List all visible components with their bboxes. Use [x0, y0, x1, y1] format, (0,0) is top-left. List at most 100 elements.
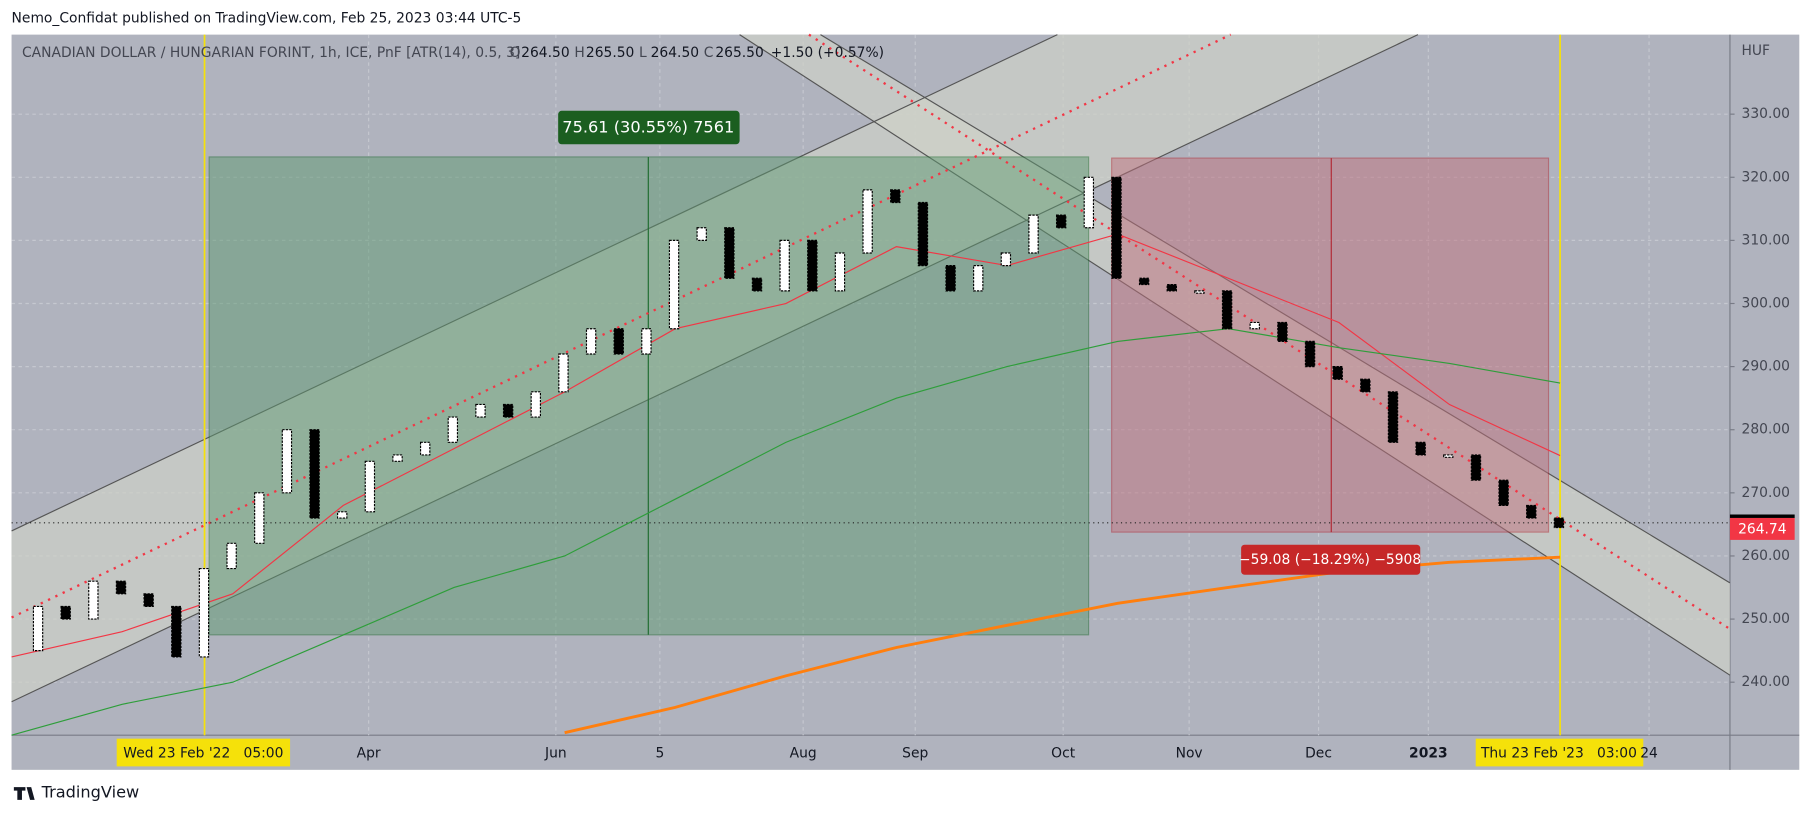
pnf-column	[724, 227, 735, 279]
pnf-column	[88, 580, 99, 620]
pnf-column	[364, 460, 376, 513]
ohlc-key: L	[639, 45, 647, 61]
pnf-column	[115, 580, 127, 595]
pnf-column	[668, 239, 680, 330]
ohlc-value: 264.50	[651, 45, 699, 61]
pnf-column	[226, 542, 237, 570]
y-tick-label: 280.00	[1742, 422, 1790, 438]
ohlc-key: C	[704, 45, 714, 61]
pnf-column	[254, 492, 265, 544]
pnf-column	[917, 201, 929, 267]
measure-down-label-box	[1241, 544, 1421, 575]
pnf-column	[973, 265, 984, 292]
pnf-column	[143, 593, 154, 608]
pnf-column	[1083, 176, 1095, 229]
measure-down-label: −59.08 (−18.29%) −5908	[1239, 552, 1421, 568]
y-tick-label: 290.00	[1742, 359, 1790, 375]
x-tick-label: Sep	[902, 746, 928, 762]
published-note: Nemo_Confidat published on TradingView.c…	[12, 10, 522, 26]
x-tick-label: 5	[655, 746, 664, 762]
x-tick-label: 2023	[1409, 746, 1448, 762]
trend-dotted-line	[11, 33, 1232, 619]
pnf-column	[779, 239, 790, 292]
pnf-column	[171, 605, 182, 658]
date-label-box	[116, 738, 291, 767]
pnf-column	[1055, 214, 1067, 229]
pnf-column	[1526, 504, 1537, 519]
pnf-column	[475, 403, 486, 418]
pnf-column	[585, 328, 597, 355]
pnf-column	[1166, 283, 1177, 292]
y-tick-label: 240.00	[1742, 674, 1790, 690]
x-tick-label: Oct	[1051, 746, 1076, 762]
pnf-column	[392, 454, 403, 462]
pnf-column	[641, 328, 652, 355]
chart-title: CANADIAN DOLLAR / HUNGARIAN FORINT, 1h, …	[22, 45, 520, 61]
pnf-column	[1194, 290, 1205, 294]
marks	[11, 176, 1565, 736]
pnf-column	[945, 265, 956, 292]
brand-logo	[13, 787, 35, 800]
ohlc-value: 265.50	[586, 45, 634, 61]
pnf-column	[1498, 479, 1509, 507]
moving-average	[11, 233, 1561, 658]
pnf-column	[1111, 176, 1122, 279]
y-tick-label: 330.00	[1742, 106, 1790, 122]
pnf-column	[447, 416, 459, 443]
y-tick-label: 320.00	[1742, 169, 1790, 185]
pnf-column	[862, 189, 873, 254]
x-tick-label: Nov	[1176, 746, 1203, 762]
pnf-column	[1415, 441, 1426, 456]
pnf-column	[807, 239, 818, 292]
pnf-column	[337, 511, 348, 519]
y-axis-label: HUF	[1742, 43, 1771, 59]
date-label-box	[1475, 738, 1644, 767]
measure-up-label-box	[558, 110, 740, 145]
x-tick-label: Jun	[544, 746, 567, 762]
ohlc-key: H	[574, 45, 584, 61]
pnf-column	[696, 227, 707, 241]
pnf-column	[60, 605, 71, 620]
pnf-column	[1249, 321, 1260, 330]
price-label-box	[1729, 517, 1795, 540]
x-tick-label: 24	[1640, 746, 1658, 762]
y-tick-label: 260.00	[1742, 548, 1790, 564]
date-label: Thu 23 Feb '23 03:00	[1480, 746, 1637, 762]
pnf-column	[1221, 290, 1233, 330]
ohlc-value: 264.50	[521, 45, 569, 61]
ohlc: O 264.50 H 265.50 L 264.50 C 265.50 +1.50 (+0.57…	[510, 45, 884, 61]
price-label-cap	[1729, 514, 1795, 518]
pnf-column	[530, 391, 541, 418]
pnf-column	[1443, 454, 1454, 458]
pnf-column	[1277, 321, 1288, 342]
measure-down-box	[1111, 157, 1550, 533]
pnf-column	[1138, 277, 1150, 286]
y-tick-label: 310.00	[1742, 232, 1790, 248]
pnf-column	[419, 441, 431, 456]
pnf-column	[890, 189, 901, 204]
pnf-column	[834, 252, 846, 292]
pnf-column	[1028, 214, 1039, 254]
pnf-column	[309, 429, 320, 519]
pnf-column	[1000, 252, 1012, 267]
pnf-column	[1553, 517, 1565, 529]
x-tick-label: Aug	[790, 746, 817, 762]
pnf-column	[1332, 366, 1343, 380]
pnf-column	[1304, 340, 1316, 368]
x-tick-label: Dec	[1305, 746, 1332, 762]
y-tick-label: 250.00	[1742, 611, 1790, 627]
pnf-column	[1387, 391, 1399, 443]
pnf-column	[558, 353, 569, 393]
ohlc-value: 265.50	[715, 45, 763, 61]
x-tick-label: Apr	[357, 746, 381, 762]
pnf-column	[751, 277, 763, 292]
pnf-column	[613, 328, 624, 355]
pnf-column	[1360, 378, 1371, 393]
pnf-column	[1470, 454, 1482, 481]
pnf-column	[32, 605, 44, 652]
y-tick-label: 300.00	[1742, 296, 1790, 312]
date-label: Wed 23 Feb '22 05:00	[123, 746, 283, 762]
moving-average	[11, 328, 1561, 736]
ohlc-key: O	[510, 45, 521, 61]
pnf-column	[198, 568, 210, 658]
